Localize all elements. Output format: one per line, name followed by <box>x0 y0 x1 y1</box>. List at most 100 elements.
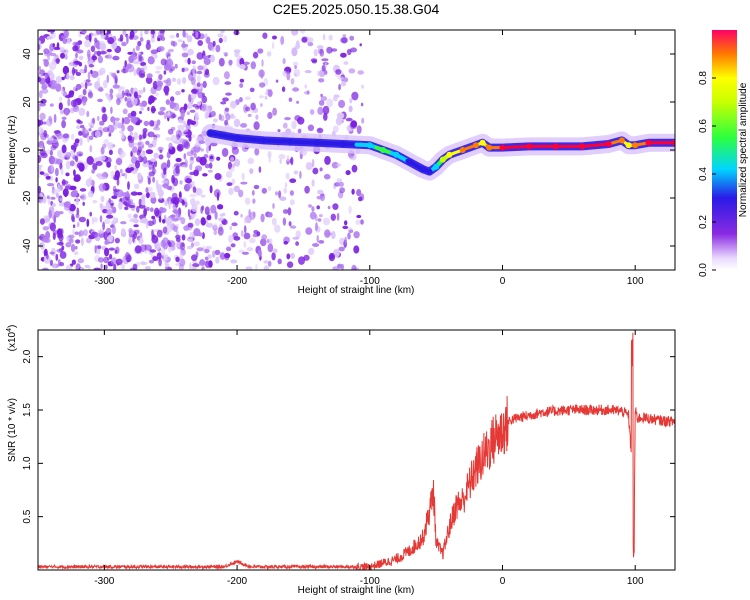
noise-blob <box>158 258 162 267</box>
noise-blob <box>308 204 312 208</box>
noise-blob <box>255 263 258 270</box>
noise-blob <box>74 42 80 52</box>
noise-blob <box>267 151 272 158</box>
noise-blob <box>272 203 275 209</box>
noise-blob <box>78 231 81 238</box>
noise-blob <box>42 267 49 270</box>
noise-blob <box>156 184 163 193</box>
noise-blob <box>188 175 193 179</box>
noise-blob <box>316 205 321 210</box>
noise-blob <box>90 45 96 53</box>
spectrogram-noise <box>38 30 365 270</box>
noise-blob <box>189 109 196 113</box>
noise-blob <box>230 259 238 264</box>
noise-blob <box>338 99 346 109</box>
noise-blob <box>217 226 224 236</box>
noise-blob <box>134 183 140 189</box>
noise-blob <box>226 182 233 187</box>
noise-blob <box>304 185 310 194</box>
noise-blob <box>194 241 200 247</box>
noise-blob <box>106 74 110 84</box>
noise-blob <box>38 185 41 195</box>
noise-blob <box>107 124 115 134</box>
noise-blob <box>58 46 65 53</box>
x-tick-label: -300 <box>94 276 114 287</box>
noise-blob <box>72 228 75 236</box>
noise-blob <box>43 173 50 177</box>
noise-blob <box>286 261 294 269</box>
noise-blob <box>172 209 179 214</box>
noise-blob <box>85 34 92 41</box>
noise-blob <box>103 256 110 264</box>
noise-blob <box>243 225 247 234</box>
noise-blob <box>58 96 63 102</box>
noise-blob <box>295 230 301 239</box>
noise-blob <box>143 120 150 127</box>
noise-blob <box>305 227 313 235</box>
noise-blob <box>69 75 75 81</box>
noise-blob <box>198 260 206 266</box>
colorbar-tick-label: 0.4 <box>698 167 709 181</box>
noise-blob <box>251 190 255 196</box>
noise-blob <box>82 99 87 106</box>
snr-x-ticks: -300 -200 -100 0 100 <box>94 330 644 587</box>
noise-blob <box>80 124 85 129</box>
noise-blob <box>261 59 264 67</box>
noise-blob <box>130 151 133 157</box>
noise-blob <box>316 127 324 134</box>
noise-blob <box>186 111 190 116</box>
colorbar-tick-label: 0.0 <box>698 263 709 277</box>
noise-blob <box>160 207 167 213</box>
noise-blob <box>175 90 181 96</box>
colorbar-ticks: 0.0 0.2 0.4 0.6 0.8 <box>698 71 716 277</box>
noise-blob <box>271 41 275 50</box>
noise-blob <box>140 106 144 111</box>
noise-blob <box>79 188 87 192</box>
noise-blob <box>57 150 63 158</box>
noise-blob <box>84 128 89 134</box>
noise-blob <box>75 197 79 206</box>
noise-blob <box>145 206 150 212</box>
noise-blob <box>159 149 163 153</box>
noise-blob <box>186 35 193 43</box>
noise-blob <box>155 92 159 97</box>
noise-blob <box>267 111 273 120</box>
noise-blob <box>112 206 117 214</box>
noise-blob <box>181 89 185 93</box>
noise-blob <box>205 245 212 250</box>
noise-blob <box>313 48 318 57</box>
noise-blob <box>100 33 106 40</box>
noise-blob <box>224 81 232 85</box>
noise-blob <box>144 30 149 35</box>
noise-blob <box>38 76 42 83</box>
noise-blob <box>191 88 198 94</box>
noise-blob <box>78 107 86 116</box>
noise-blob <box>324 155 331 165</box>
noise-blob <box>126 34 129 44</box>
noise-blob <box>162 257 168 262</box>
noise-blob <box>185 177 193 184</box>
noise-blob <box>254 148 260 156</box>
noise-blob <box>38 236 43 240</box>
ridge-point <box>439 156 446 163</box>
noise-blob <box>137 142 142 146</box>
noise-blob <box>108 132 112 137</box>
noise-blob <box>173 225 178 232</box>
noise-blob <box>357 70 365 75</box>
noise-blob <box>181 128 189 133</box>
noise-blob <box>289 178 297 183</box>
ridge-point <box>340 141 347 147</box>
noise-blob <box>182 201 185 205</box>
y-tick-label: 2.0 <box>22 349 33 363</box>
noise-blob <box>209 155 214 160</box>
noise-blob <box>121 266 125 270</box>
noise-blob <box>287 207 292 216</box>
noise-blob <box>55 75 62 84</box>
noise-blob <box>104 264 108 270</box>
noise-blob <box>75 213 80 219</box>
noise-blob <box>282 122 288 129</box>
noise-blob <box>170 66 176 71</box>
noise-blob <box>351 188 355 195</box>
noise-blob <box>283 187 287 194</box>
noise-blob <box>214 211 218 220</box>
